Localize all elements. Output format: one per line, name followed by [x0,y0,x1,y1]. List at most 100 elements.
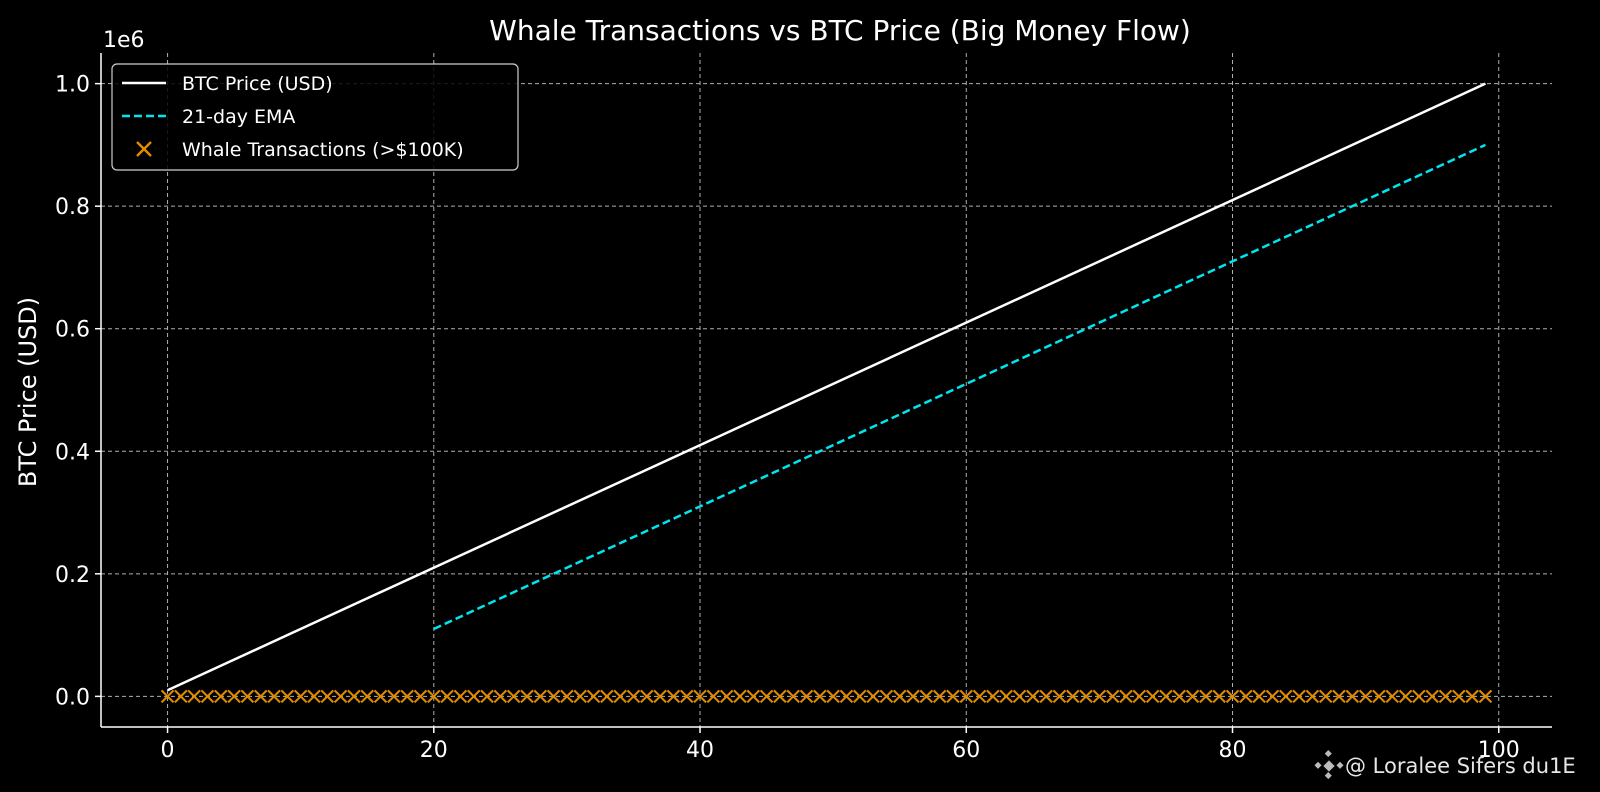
whale-point-stroke [586,689,601,704]
y-tick-label-1: 0.2 [55,563,90,588]
whale-point [1039,689,1053,704]
whale-point [440,689,454,704]
whale-point [427,689,441,704]
whale-point [1239,689,1253,704]
whale-point [1079,689,1093,704]
whale-point-stroke [919,689,934,704]
whale-point-stroke [693,689,707,704]
whale-point-stroke [1385,689,1399,704]
whale-point-stroke [653,689,667,704]
whale-point [1279,689,1293,704]
whale-point-stroke [893,689,907,704]
whale-point [1305,689,1320,704]
whale-point [214,689,228,704]
whale-point-stroke [1239,689,1253,704]
whale-point [174,689,188,704]
whale-point-stroke [986,689,1000,704]
whale-point-stroke [1318,689,1333,704]
whale-point-stroke [613,689,627,704]
whale-point [693,689,707,704]
legend-swatch-stroke [136,141,152,157]
y-axis-label: BTC Price (USD) [14,297,42,487]
legend: BTC Price (USD) 21-day EMA Whale Transacti… [111,63,519,171]
ticks: 0 20 40 60 80 100 0.0 0.2 0.4 0.6 0.8 1.0 [55,73,1520,763]
whale-point-stroke [839,689,854,704]
whale-point [999,689,1013,704]
whale-point-stroke [1452,689,1466,704]
whale-point-stroke [813,689,827,704]
whale-point-stroke [1478,689,1493,704]
whale-point [1225,689,1240,704]
y-tick-label-5: 1.0 [55,73,90,98]
legend-label-0: BTC Price (USD) [182,73,333,95]
whale-point-stroke [227,689,241,704]
whale-point [879,689,894,704]
watermark-text: @ Loralee Sifers du1E [1345,754,1576,778]
axes [100,53,1552,728]
whale-point-stroke [333,689,348,704]
whale-point [972,689,987,704]
whale-point [200,689,215,704]
whale-point-stroke [1119,689,1133,704]
whale-point-stroke [320,689,335,704]
whale-point [1052,689,1067,704]
whale-point-stroke [174,689,188,704]
whale-point [533,689,548,704]
whale-point-stroke [626,689,641,704]
whale-point-stroke [1425,689,1439,704]
whale-point [1385,689,1399,704]
legend-swatch-2 [136,141,152,157]
whale-point [506,689,521,704]
whale-point [1252,689,1266,704]
whale-point [560,689,574,704]
whale-point [1412,689,1426,704]
whale-point [746,689,760,704]
whale-point [293,689,308,704]
whale-point-stroke [906,689,920,704]
whale-point [1066,689,1080,704]
whale-point [1292,689,1306,704]
whale-point-stroke [666,689,681,704]
whale-point-stroke [560,689,574,704]
whale-point-stroke [427,689,441,704]
whale-point-stroke [520,689,534,704]
whale-point-stroke [733,689,747,704]
whale-point-stroke [1012,689,1027,704]
whale-point [893,689,907,704]
whale-point [493,689,508,704]
whale-point-stroke [506,689,521,704]
whale-point-stroke [1292,689,1306,704]
whale-point [1358,689,1373,704]
whale-point [307,689,321,704]
chart-title: Whale Transactions vs BTC Price (Big Mon… [489,14,1191,47]
whale-point-stroke [746,689,760,704]
whale-point-stroke [1279,689,1293,704]
whale-point [853,689,867,704]
whale-point [1105,689,1120,704]
whale-point-stroke [1039,689,1053,704]
whale-point-stroke [360,689,374,704]
whale-point [453,689,468,704]
whale-point-stroke [480,689,494,704]
whale-point [1478,689,1493,704]
whale-point [799,689,814,704]
whale-point-stroke [280,689,295,704]
whale-point-stroke [1332,689,1346,704]
whale-point-stroke [373,689,388,704]
whale-point [1452,689,1466,704]
whale-point-stroke [533,689,548,704]
whale-point-stroke [573,689,587,704]
whale-point-stroke [932,689,947,704]
whale-point [520,689,534,704]
y-tick-label-0: 0.0 [55,685,90,710]
whale-point-stroke [773,689,787,704]
whale-point [813,689,827,704]
whale-point-stroke [1026,689,1040,704]
whale-point-stroke [759,689,774,704]
x-tick-label-3: 60 [952,738,980,763]
x-tick-label-1: 20 [420,738,448,763]
whale-point [866,689,880,704]
whale-point [1026,689,1040,704]
whale-point [1425,689,1439,704]
whale-point [640,689,654,704]
